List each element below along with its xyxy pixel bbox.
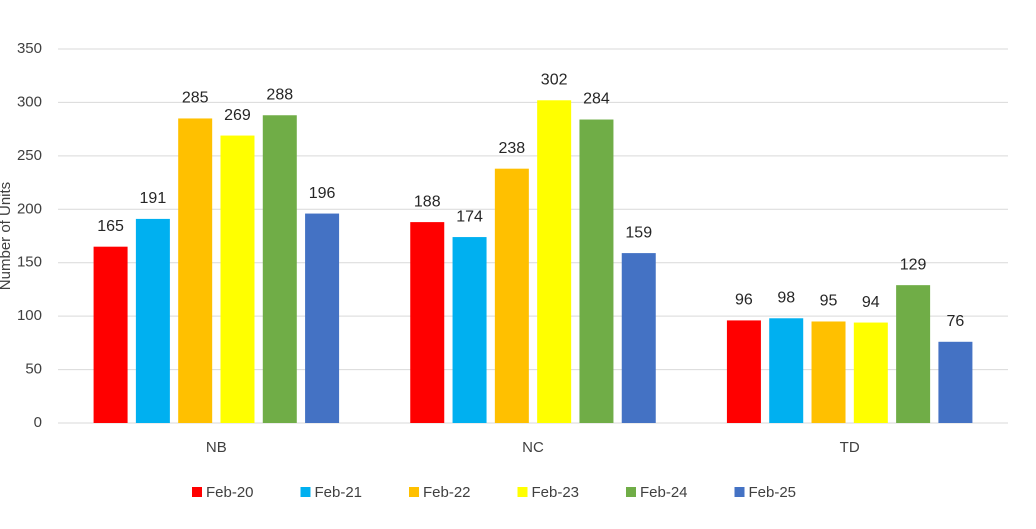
data-label: 285 — [182, 90, 209, 107]
bar — [452, 237, 487, 423]
y-axis-label: Number of Units — [0, 182, 14, 290]
legend-label: Feb-25 — [749, 484, 797, 501]
data-label: 284 — [583, 91, 610, 108]
y-tick-label: 150 — [17, 254, 42, 271]
bar — [811, 321, 846, 423]
bar — [769, 318, 804, 423]
x-tick-label: TD — [840, 439, 860, 456]
data-label: 95 — [820, 293, 838, 310]
data-label: 302 — [541, 72, 568, 89]
bar — [178, 118, 213, 423]
data-label: 196 — [309, 185, 336, 202]
data-label: 94 — [862, 294, 880, 311]
x-tick-label: NB — [206, 439, 227, 456]
y-tick-label: 300 — [17, 93, 42, 110]
data-label: 188 — [414, 193, 441, 210]
bar — [93, 246, 128, 423]
bar — [579, 119, 614, 424]
bar — [621, 253, 656, 423]
legend-swatch — [517, 487, 528, 497]
bar — [410, 222, 445, 423]
data-label: 165 — [97, 218, 124, 235]
y-tick-label: 350 — [17, 40, 42, 57]
data-label: 191 — [140, 190, 167, 207]
x-tick-label: NC — [522, 439, 544, 456]
data-label: 96 — [735, 292, 753, 309]
legend-label: Feb-23 — [532, 484, 580, 501]
y-tick-label: 200 — [17, 200, 42, 217]
data-label: 288 — [266, 86, 293, 103]
y-tick-label: 0 — [34, 414, 42, 431]
y-tick-label: 50 — [25, 361, 42, 378]
legend-label: Feb-22 — [423, 484, 471, 501]
data-label: 269 — [224, 107, 251, 124]
legend-label: Feb-24 — [640, 484, 688, 501]
legend-label: Feb-20 — [206, 484, 254, 501]
bar — [305, 213, 340, 423]
legend-swatch — [626, 487, 636, 497]
y-tick-label: 250 — [17, 147, 42, 164]
bar — [494, 168, 529, 423]
data-label: 159 — [625, 224, 652, 241]
data-label: 174 — [456, 208, 483, 225]
bar — [896, 285, 931, 423]
bar — [135, 218, 170, 423]
bar — [220, 135, 255, 423]
y-tick-label: 100 — [17, 307, 42, 324]
data-label: 129 — [900, 256, 927, 273]
data-label: 76 — [947, 313, 965, 330]
data-label: 238 — [498, 140, 525, 157]
data-label: 98 — [777, 289, 795, 306]
legend-swatch — [409, 487, 419, 497]
legend-swatch — [300, 487, 311, 497]
bar — [853, 322, 888, 423]
legend-swatch — [734, 487, 745, 497]
bar — [262, 115, 297, 423]
bar — [938, 341, 973, 423]
legend-swatch — [192, 487, 202, 497]
bar — [537, 100, 572, 423]
bar — [726, 320, 761, 423]
legend-label: Feb-21 — [315, 484, 363, 501]
